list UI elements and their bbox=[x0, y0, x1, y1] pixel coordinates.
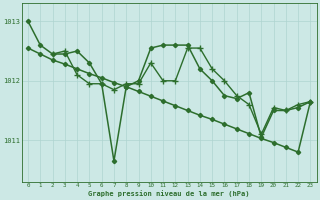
X-axis label: Graphe pression niveau de la mer (hPa): Graphe pression niveau de la mer (hPa) bbox=[88, 190, 250, 197]
